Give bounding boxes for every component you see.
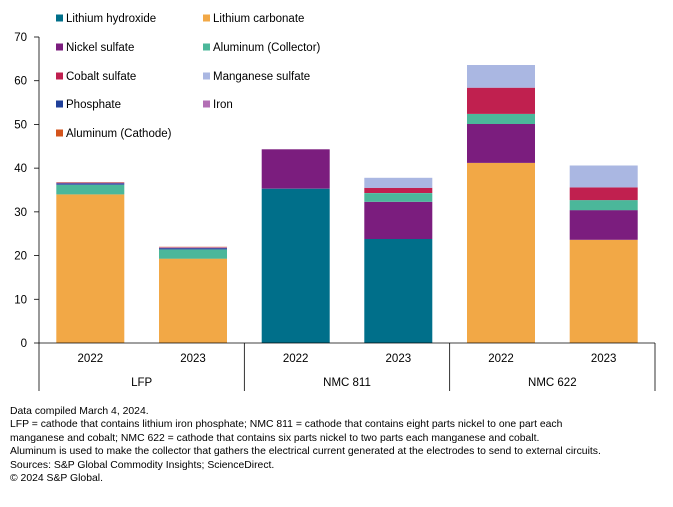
note-definitions-2: manganese and cobalt; NMC 622 = cathode … [10, 432, 540, 444]
legend-swatch [56, 100, 63, 108]
stacked-bar-chart: 0 10 20 30 40 50 60 70 2022 2023 LFP 2022 2023 NMC 81… [14, 13, 656, 391]
y-tick-label: 20 [14, 251, 27, 263]
legend-label: Manganese sulfate [213, 71, 310, 83]
bar-segment-8-2 [159, 247, 227, 249]
note-copyright: © 2024 S&P Global. [10, 473, 103, 485]
bars-layer [56, 65, 638, 343]
bar-segment-5-5 [467, 87, 535, 114]
group-label: NMC 811 [323, 377, 371, 389]
bar-segment-6-6 [569, 165, 638, 188]
y-tick-label: 0 [21, 338, 27, 350]
bar-segment-2-5 [467, 162, 535, 343]
bar-segment-3-4 [364, 201, 433, 239]
bar-segment-2-6 [569, 239, 638, 343]
legend-swatch [203, 72, 210, 80]
bar-segment-3-5 [467, 124, 535, 163]
group-label: LFP [131, 377, 152, 389]
note-definitions-1: LFP = cathode that contains lithium iron… [10, 419, 563, 431]
bar-segment-2-1 [56, 194, 125, 343]
bar-segment-4-4 [364, 193, 433, 202]
y-tick-label: 50 [14, 119, 27, 131]
note-data-compiled: Data compiled March 4, 2024. [10, 406, 149, 417]
legend-swatch [203, 100, 210, 108]
y-tick-label: 70 [14, 32, 27, 44]
bar-segment-6-4 [364, 177, 433, 188]
legend-swatch [56, 14, 63, 22]
x-tick-label: 2023 [591, 353, 617, 365]
legend: Lithium hydroxide Lithium carbonate Nickel… [56, 13, 321, 140]
bar-segment-3-3 [261, 149, 330, 189]
legend-label: Lithium carbonate [213, 13, 304, 25]
legend-label: Iron [213, 99, 233, 111]
note-sources: Sources: S&P Global Commodity Insights; … [10, 459, 275, 471]
bar-segment-8-1 [56, 182, 125, 184]
legend-swatch [56, 72, 63, 80]
legend-label: Cobalt sulfate [66, 71, 136, 83]
bar-segment-4-5 [467, 113, 535, 124]
bar-segment-4-6 [569, 200, 638, 211]
y-tick-label: 40 [14, 163, 27, 175]
legend-swatch [203, 14, 210, 22]
x-tick-label: 2022 [283, 353, 309, 365]
chart-notes: Data compiled March 4, 2024. LFP = catho… [10, 405, 665, 485]
bar-segment-4-1 [56, 184, 125, 195]
bar-segment-5-6 [569, 187, 638, 201]
axes-layer: 0 10 20 30 40 50 60 70 2022 2023 LFP 2022 2023 NMC 81… [14, 32, 656, 391]
bar-segment-5-4 [364, 187, 433, 193]
bar-segment-7-1 [56, 183, 125, 185]
legend-swatch [56, 43, 63, 51]
x-tick-label: 2022 [78, 353, 104, 365]
y-tick-label: 60 [14, 76, 27, 88]
legend-label: Lithium hydroxide [66, 13, 156, 25]
bar-segment-1-4 [364, 239, 433, 343]
legend-swatch [56, 129, 63, 137]
note-aluminum: Aluminum is used to make the collector t… [10, 446, 601, 458]
bar-segment-1-3 [261, 188, 330, 343]
legend-label: Aluminum (Collector) [213, 42, 321, 54]
x-tick-label: 2022 [488, 353, 514, 365]
group-label: NMC 622 [528, 377, 577, 389]
bar-segment-6-5 [467, 65, 535, 88]
bar-segment-3-6 [569, 210, 638, 240]
y-tick-label: 30 [14, 207, 27, 219]
legend-label: Aluminum (Cathode) [66, 128, 172, 140]
x-tick-label: 2023 [386, 353, 412, 365]
bar-segment-2-2 [159, 258, 227, 343]
legend-swatch [203, 43, 210, 51]
y-tick-label: 10 [14, 294, 27, 306]
bar-segment-4-2 [159, 249, 227, 259]
legend-label: Nickel sulfate [66, 42, 134, 54]
bar-segment-7-2 [159, 248, 227, 250]
x-tick-label: 2023 [180, 353, 206, 365]
legend-label: Phosphate [66, 99, 121, 111]
